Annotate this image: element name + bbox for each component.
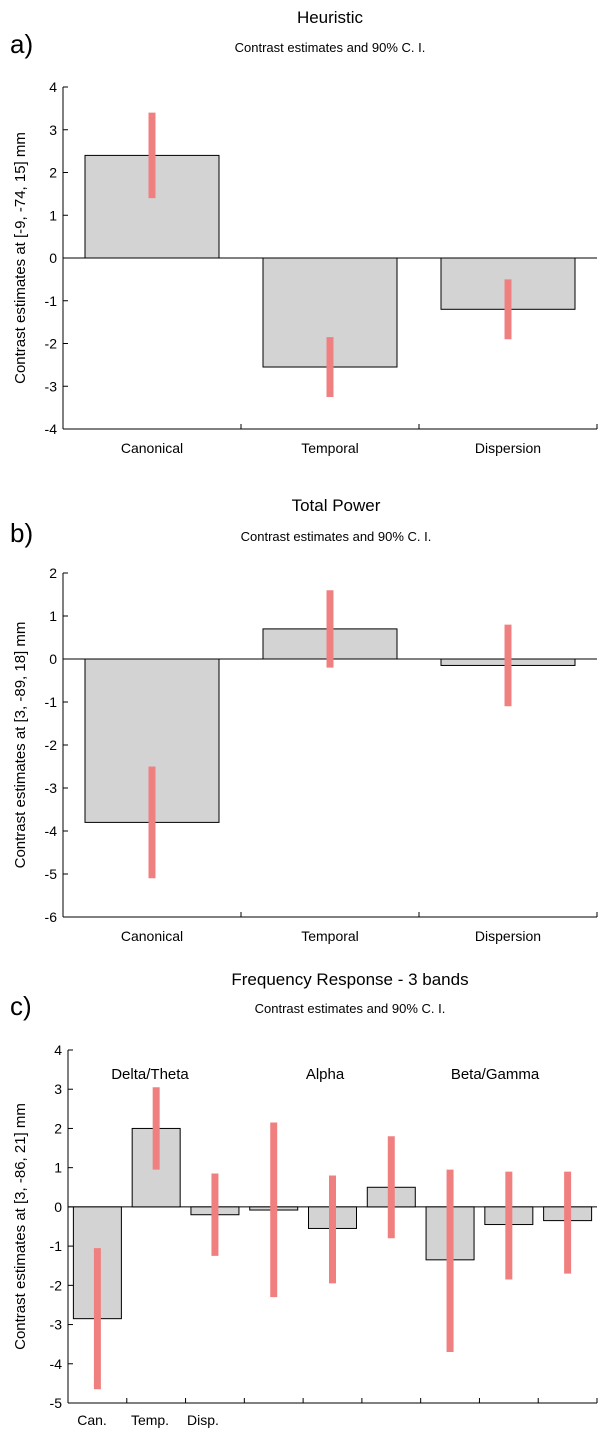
y-tick-label: -2 <box>50 1277 63 1293</box>
category-label: Temporal <box>301 928 359 944</box>
category-label: Temporal <box>301 440 359 456</box>
y-tick-label: -4 <box>45 823 58 839</box>
y-tick-label: 1 <box>54 1160 62 1176</box>
chart-title: Heuristic <box>297 8 364 27</box>
y-tick-label: 2 <box>54 1120 62 1136</box>
y-tick-label: -4 <box>45 421 58 437</box>
y-tick-label: 2 <box>49 165 57 181</box>
category-label: Canonical <box>121 928 183 944</box>
y-tick-label: 1 <box>49 207 57 223</box>
category-label: Canonical <box>121 440 183 456</box>
y-axis-label: Contrast estimates at [-9, -74, 15] mm <box>12 132 29 384</box>
y-tick-label: -6 <box>45 909 58 925</box>
chart-panel-a: a) Heuristic Contrast estimates and 90% C.… <box>10 8 598 456</box>
y-tick-label: -3 <box>45 780 58 796</box>
y-tick-label: -3 <box>45 378 58 394</box>
y-tick-label: 0 <box>49 651 57 667</box>
chart-subtitle: Contrast estimates and 90% C. I. <box>235 40 426 55</box>
group-label: Delta/Theta <box>111 1066 189 1083</box>
y-tick-label: -2 <box>45 336 58 352</box>
y-tick-label: 1 <box>49 608 57 624</box>
panel-label: b) <box>10 518 33 548</box>
chart-subtitle: Contrast estimates and 90% C. I. <box>241 529 432 544</box>
y-tick-label: 0 <box>54 1199 62 1215</box>
y-tick-label: -2 <box>45 737 58 753</box>
category-label: Disp. <box>187 1412 219 1428</box>
y-tick-label: 4 <box>49 79 57 95</box>
panel-label: a) <box>10 29 33 59</box>
chart-title: Total Power <box>292 496 381 515</box>
y-tick-label: 0 <box>49 250 57 266</box>
category-label: Dispersion <box>475 440 541 456</box>
y-tick-label: 2 <box>49 565 57 581</box>
chart-panel-c: c) Frequency Response - 3 bands Contrast e… <box>10 970 598 1428</box>
y-axis-label: Contrast estimates at [3, -86, 21] mm <box>12 1103 29 1350</box>
group-label: Alpha <box>306 1066 345 1083</box>
y-tick-label: -3 <box>50 1317 63 1333</box>
y-tick-label: -5 <box>50 1395 63 1411</box>
category-label: Dispersion <box>475 928 541 944</box>
y-tick-label: 4 <box>54 1042 62 1058</box>
chart-panel-b: b) Total Power Contrast estimates and 90% … <box>10 496 598 944</box>
chart-subtitle: Contrast estimates and 90% C. I. <box>255 1001 446 1016</box>
y-tick-label: -4 <box>50 1356 63 1372</box>
y-tick-label: -1 <box>45 694 58 710</box>
y-axis-label: Contrast estimates at [3, -89, 18] mm <box>12 622 29 869</box>
y-tick-label: 3 <box>54 1081 62 1097</box>
category-label: Can. <box>77 1412 107 1428</box>
panel-label: c) <box>10 991 32 1021</box>
y-tick-label: -5 <box>45 866 58 882</box>
y-tick-label: -1 <box>50 1238 63 1254</box>
y-tick-label: -1 <box>45 293 58 309</box>
category-label: Temp. <box>131 1412 169 1428</box>
group-label: Beta/Gamma <box>451 1066 540 1083</box>
y-tick-label: 3 <box>49 122 57 138</box>
chart-title: Frequency Response - 3 bands <box>231 970 468 989</box>
